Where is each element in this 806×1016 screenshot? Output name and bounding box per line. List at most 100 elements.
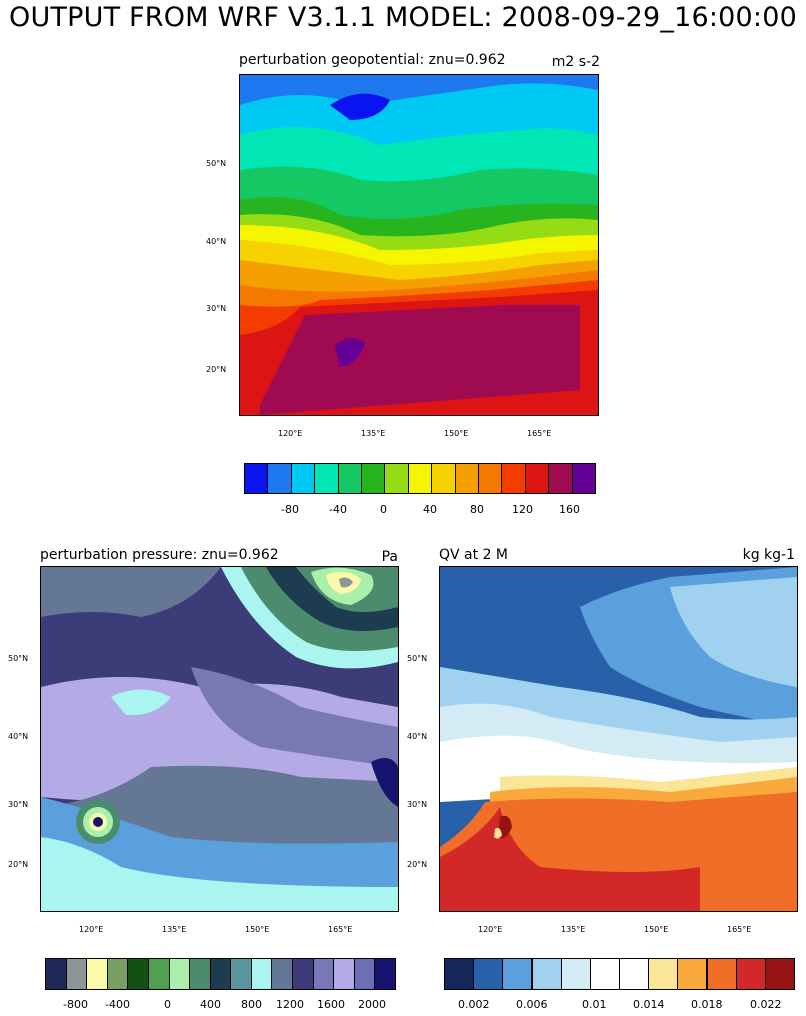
lat-label: 50°N <box>407 654 428 663</box>
colorbar-label: 800 <box>241 998 262 1011</box>
colorbar-swatch <box>147 958 170 990</box>
lon-label: 135°E <box>361 429 386 438</box>
colorbar-swatch <box>548 463 573 494</box>
colorbar-swatch <box>531 958 562 990</box>
lon-label: 165°E <box>727 925 752 934</box>
colorbar-swatch <box>473 958 504 990</box>
lat-label: 50°N <box>8 654 29 663</box>
colorbar-swatch <box>648 958 679 990</box>
panel-units-geopotential: m2 s-2 <box>551 54 600 70</box>
lon-label: 150°E <box>245 925 270 934</box>
colorbar-swatch <box>106 958 129 990</box>
colorbar-label: 400 <box>200 998 221 1011</box>
colorbar-pressure <box>45 958 396 990</box>
colorbar-label: 0.002 <box>458 998 490 1011</box>
colorbar-swatch <box>384 463 409 494</box>
colorbar-swatch <box>478 463 503 494</box>
colorbar-swatch <box>230 958 252 990</box>
lat-label: 20°N <box>407 860 428 869</box>
colorbar-label: 1200 <box>276 998 304 1011</box>
colorbar-swatch <box>444 958 475 990</box>
colorbar-label: -400 <box>105 998 130 1011</box>
lon-label: 135°E <box>561 925 586 934</box>
colorbar-swatch <box>353 958 376 990</box>
colorbar-label: 0 <box>164 998 171 1011</box>
panel-units-pressure: Pa <box>381 549 398 565</box>
lat-label: 20°N <box>8 860 29 869</box>
colorbar-swatch <box>314 463 339 494</box>
colorbar-swatch <box>65 958 88 990</box>
colorbar-swatch <box>571 463 596 494</box>
lon-label: 150°E <box>444 429 469 438</box>
colorbar-swatch <box>454 463 479 494</box>
colorbar-label: -80 <box>281 503 299 516</box>
colorbar-swatch <box>524 463 550 494</box>
lon-label: 165°E <box>527 429 552 438</box>
colorbar-swatch <box>333 958 355 990</box>
lon-label: 120°E <box>478 925 503 934</box>
lon-label: 150°E <box>644 925 669 934</box>
pressure-field <box>41 567 398 911</box>
colorbar-qv2m <box>444 958 795 990</box>
map-geopotential <box>239 74 599 416</box>
colorbar-swatch <box>374 958 396 990</box>
colorbar-label: 0.01 <box>582 998 607 1011</box>
colorbar-swatch <box>271 958 294 990</box>
map-qv2m <box>439 566 798 912</box>
colorbar-swatch <box>407 463 433 494</box>
colorbar-swatch <box>292 958 314 990</box>
lat-label: 30°N <box>206 304 227 313</box>
colorbar-label: 0.006 <box>516 998 548 1011</box>
colorbar-swatch <box>361 463 386 494</box>
qv2m-field <box>440 567 797 911</box>
geopotential-field <box>240 75 598 415</box>
colorbar-swatch <box>127 958 149 990</box>
colorbar-swatch <box>589 958 620 990</box>
colorbar-label: 2000 <box>358 998 386 1011</box>
panel-title-pressure: perturbation pressure: znu=0.962 <box>40 547 279 563</box>
colorbar-label: 0 <box>380 503 387 516</box>
colorbar-label: 0.014 <box>633 998 665 1011</box>
panel-units-qv2m: kg kg-1 <box>742 547 795 563</box>
lat-label: 40°N <box>407 732 428 741</box>
colorbar-swatch <box>706 958 737 990</box>
lat-label: 30°N <box>8 800 29 809</box>
colorbar-swatch <box>209 958 232 990</box>
colorbar-swatch <box>619 958 650 990</box>
lon-label: 120°E <box>79 925 104 934</box>
colorbar-swatch <box>735 958 766 990</box>
colorbar-label: 80 <box>470 503 484 516</box>
colorbar-swatch <box>250 958 273 990</box>
colorbar-swatch <box>502 958 533 990</box>
panel-title-qv2m: QV at 2 M <box>439 547 509 563</box>
lat-label: 40°N <box>8 732 29 741</box>
lon-label: 165°E <box>328 925 353 934</box>
lon-label: 135°E <box>162 925 187 934</box>
colorbar-swatch <box>86 958 108 990</box>
colorbar-label: 160 <box>559 503 580 516</box>
main-title: OUTPUT FROM WRF V3.1.1 MODEL: 2008-09-29… <box>9 2 797 33</box>
colorbar-label: 0.022 <box>750 998 782 1011</box>
panel-title-geopotential: perturbation geopotential: znu=0.962 <box>239 52 506 68</box>
lat-label: 30°N <box>407 800 428 809</box>
colorbar-swatch <box>290 463 316 494</box>
lat-label: 20°N <box>206 365 227 374</box>
colorbar-geopotential <box>244 463 596 494</box>
colorbar-swatch <box>337 463 362 494</box>
colorbar-swatch <box>560 958 591 990</box>
lon-label: 120°E <box>278 429 303 438</box>
lat-label: 40°N <box>206 237 227 246</box>
colorbar-swatch <box>189 958 211 990</box>
colorbar-swatch <box>431 463 456 494</box>
colorbar-label: 1600 <box>317 998 345 1011</box>
colorbar-label: -800 <box>63 998 88 1011</box>
colorbar-label: 40 <box>423 503 437 516</box>
colorbar-swatch <box>45 958 67 990</box>
colorbar-swatch <box>168 958 191 990</box>
colorbar-label: 0.018 <box>691 998 723 1011</box>
colorbar-swatch <box>312 958 335 990</box>
colorbar-swatch <box>764 958 795 990</box>
colorbar-swatch <box>244 463 269 494</box>
colorbar-swatch <box>677 958 708 990</box>
colorbar-swatch <box>501 463 526 494</box>
